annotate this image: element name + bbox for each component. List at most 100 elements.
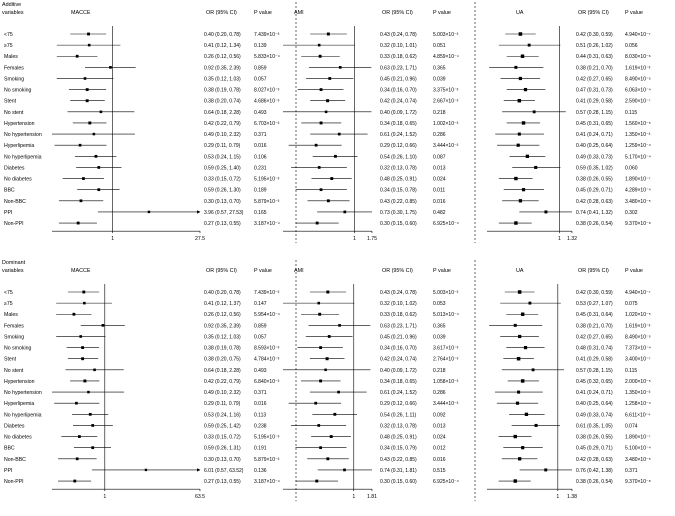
or-point [77, 435, 81, 438]
p-value-header: P value [254, 268, 272, 274]
or-ci-value: 0.34 (0.18, 0.65) [380, 121, 417, 127]
or-ci-value: 0.48 (0.25, 0.91) [380, 177, 417, 183]
p-value: 0.092 [433, 412, 446, 418]
or-point [326, 199, 330, 203]
or-ci-value: 0.33 (0.15, 0.72) [204, 435, 241, 441]
or-ci-value: 0.34 (0.16, 0.70) [380, 346, 417, 352]
or-point [317, 166, 321, 169]
or-point [73, 479, 77, 483]
or-ci-value: 0.40 (0.09, 1.72) [380, 110, 417, 116]
row-label: Non-PPI [4, 221, 24, 227]
or-ci-value: 0.59 (0.26, 1.31) [204, 446, 241, 452]
or-ci-value: 0.38 (0.21, 0.70) [576, 323, 613, 329]
or-ci-value: 0.34 (0.18, 0.65) [380, 379, 417, 385]
or-point [516, 356, 521, 361]
p-value: 0.016 [433, 457, 446, 463]
x-tick-label: 1 [353, 236, 356, 242]
or-point [328, 77, 332, 80]
row-label: ≥75 [4, 301, 13, 307]
p-value: 1.058×10⁻³ [433, 379, 459, 385]
or-ci-value: 6.01 (0.57, 63.52) [204, 468, 244, 474]
p-value: 0.057 [254, 334, 267, 340]
or-ci-value: 0.42 (0.28, 0.63) [576, 199, 613, 205]
or-ci-value: 0.61 (0.24, 1.52) [380, 390, 417, 396]
p-value: 3.444×10⁻³ [433, 143, 459, 149]
or-point [87, 43, 91, 47]
or-ci-value: 0.54 (0.26, 1.10) [380, 154, 417, 160]
p-value: 0.012 [433, 446, 446, 452]
p-value: 0.371 [625, 468, 638, 474]
or-point [317, 43, 321, 47]
p-value: 0.053 [433, 301, 446, 307]
or-ci-value: 0.42 (0.24, 0.74) [380, 99, 417, 105]
or-ci-value: 0.35 (0.12, 1.03) [204, 334, 241, 340]
outcome-header: UA [516, 10, 524, 16]
or-point [315, 221, 319, 225]
or-ci-value: 0.64 (0.18, 2.28) [204, 110, 241, 116]
row-label: No smoking [4, 88, 32, 94]
or-point [338, 324, 341, 327]
or-point [319, 446, 322, 450]
or-ci-value: 0.45 (0.21, 0.96) [380, 76, 417, 82]
or-point [79, 335, 83, 338]
panel-1: Dominant variables <75 ≥75 Males Females Smoki… [2, 260, 651, 502]
or-ci-value: 0.51 (0.26, 1.02) [576, 43, 613, 49]
or-ci-value: 0.49 (0.33, 0.74) [576, 412, 613, 418]
or-ci-value: 0.61 (0.35, 1.05) [576, 423, 613, 429]
or-point [97, 166, 101, 169]
or-point [319, 88, 323, 92]
p-value: 5.195×10⁻³ [254, 435, 280, 441]
outcome-header: UA [516, 268, 524, 274]
or-ci-value: 0.38 (0.26, 0.54) [576, 479, 613, 485]
or-ci-value: 0.38 (0.26, 0.55) [576, 177, 613, 183]
or-ci-value: 0.34 (0.15, 0.79) [380, 446, 417, 452]
p-value: 0.051 [433, 43, 446, 49]
p-value: 1.350×10⁻³ [625, 390, 651, 396]
or-point [531, 368, 535, 372]
row-label: Females [4, 323, 24, 329]
or-point [318, 54, 322, 58]
row-label: No hyperlipemia [4, 412, 42, 418]
or-ci-value: 0.74 (0.41, 1.32) [576, 210, 613, 216]
or-ci-value: 0.45 (0.32, 0.65) [576, 379, 613, 385]
or-ci-value: 0.41 (0.12, 1.34) [204, 43, 241, 49]
or-ci-header: OR (95% CI) [382, 10, 413, 16]
or-ci-value: 0.38 (0.19, 0.78) [204, 346, 241, 352]
or-ci-value: 0.33 (0.18, 0.62) [380, 54, 417, 60]
or-ci-value: 0.41 (0.29, 0.58) [576, 357, 613, 363]
p-value: 5.013×10⁻⁴ [433, 312, 459, 318]
or-point [523, 87, 528, 92]
panel-title-line2: variables [2, 268, 24, 274]
x-tick-label: 1.32 [567, 236, 577, 242]
x-tick-label: 1.81 [367, 494, 377, 500]
or-point [85, 99, 89, 103]
or-point [517, 457, 522, 461]
or-ci-header: OR (95% CI) [578, 268, 609, 274]
or-point [101, 324, 105, 327]
p-value: 4.940×10⁻⁷ [625, 32, 651, 38]
or-point [72, 312, 76, 316]
p-value: 0.115 [625, 110, 637, 116]
p-value: 0.147 [254, 301, 267, 307]
panel-title-line2: variables [2, 10, 24, 16]
or-ci-value: 0.32 (0.10, 1.01) [380, 43, 417, 49]
p-value: 5.195×10⁻³ [254, 177, 280, 183]
p-value: 6.840×10⁻³ [254, 379, 280, 385]
or-point [515, 401, 520, 405]
p-value: 3.400×10⁻⁷ [625, 357, 651, 363]
p-value: 6.611×10⁻⁴ [625, 412, 650, 418]
or-point [326, 99, 330, 103]
or-point [532, 110, 536, 114]
or-ci-value: 0.30 (0.13, 0.70) [204, 199, 241, 205]
row-label: PPI [4, 210, 12, 216]
row-label: Hypertension [4, 121, 35, 127]
or-point [319, 379, 323, 383]
p-value: 1.619×10⁻³ [625, 65, 651, 71]
or-point [518, 32, 523, 36]
row-label: BBC [4, 446, 15, 452]
or-point [514, 176, 518, 181]
p-value: 0.365 [433, 323, 446, 329]
or-ci-value: 0.45 (0.31, 0.65) [576, 121, 613, 127]
or-ci-value: 0.34 (0.16, 0.70) [380, 88, 417, 94]
p-value: 1.002×10⁻³ [433, 121, 459, 127]
